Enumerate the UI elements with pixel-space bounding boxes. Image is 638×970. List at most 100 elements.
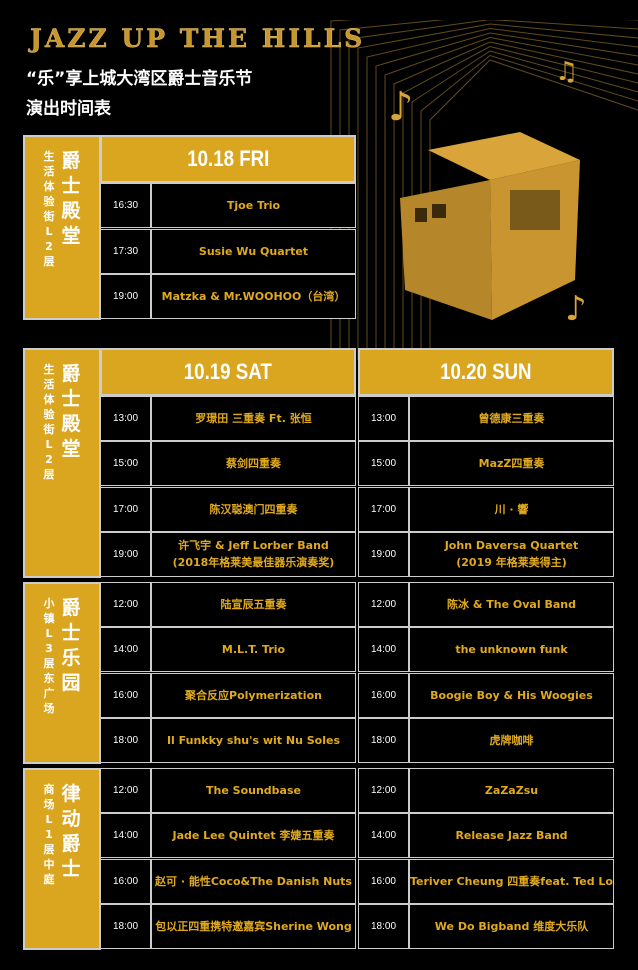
- time-cell: 15:00: [359, 442, 410, 486]
- act-name: ZaZaZsu: [484, 784, 539, 797]
- schedule-row: 18:00 We Do Bigband 维度大乐队: [358, 903, 614, 949]
- schedule-row: 18:00 包以正四重携特邀嘉宾Sherine Wong: [100, 903, 356, 949]
- festival-title: JAZZ UP THE HILLS: [30, 24, 366, 54]
- time-cell: 19:00: [101, 532, 152, 576]
- act-cell: Matzka & Mr.WOOHOO（台湾）: [152, 275, 355, 318]
- venue-label: 小镇L3层东广场 爵士乐园: [23, 582, 101, 764]
- act-cell: Teriver Cheung 四重奏feat. Ted Lo: [410, 860, 613, 903]
- act-name: The Soundbase: [206, 784, 301, 797]
- act-name: 陆宣辰五重奏: [220, 598, 287, 611]
- act-cell: The Soundbase: [152, 769, 355, 812]
- act-name: 川 · 響: [494, 502, 529, 516]
- schedule-row: 19:00 John Daversa Quartet (2019 年格莱美得主): [358, 531, 614, 577]
- time-cell: 18:00: [359, 718, 410, 762]
- act-cell: John Daversa Quartet (2019 年格莱美得主): [410, 533, 613, 576]
- act-name: the unknown funk: [455, 643, 568, 657]
- day-header: 10.18 FRI: [100, 135, 356, 183]
- day-header: 10.19 SAT: [100, 348, 356, 396]
- time-cell: 19:00: [359, 532, 410, 576]
- act-name: We Do Bigband 维度大乐队: [434, 919, 589, 933]
- schedule-row: 16:00 Boogie Boy & His Woogies: [358, 672, 614, 718]
- schedule-row: 16:00 Teriver Cheung 四重奏feat. Ted Lo: [358, 858, 614, 904]
- act-name: 许飞宇 & Jeff Lorber Band: [178, 539, 329, 553]
- act-name: 蔡剑四重奏: [226, 457, 281, 471]
- act-name: MazZ四重奏: [478, 457, 545, 471]
- act-name: 虎牌咖啡: [489, 733, 534, 747]
- act-name: John Daversa Quartet: [444, 539, 579, 553]
- act-cell: 虎牌咖啡: [410, 719, 613, 762]
- venue-location: 小镇L3层东广场: [43, 597, 55, 715]
- schedule-row: 16:00 赵可 · 能性Coco&The Danish Nuts: [100, 858, 356, 904]
- schedule-row: 12:00 The Soundbase: [100, 768, 356, 813]
- act-cell: Jade Lee Quintet 李婕五重奏: [152, 814, 355, 857]
- time-cell: 16:30: [101, 184, 152, 227]
- time-cell: 16:00: [359, 859, 410, 903]
- schedule-row: 12:00 陆宣辰五重奏: [100, 582, 356, 627]
- schedule-row: 12:00 ZaZaZsu: [358, 768, 614, 813]
- act-note: (2018年格莱美最佳器乐演奏奖): [172, 556, 335, 570]
- schedule-row: 13:00 罗璟田 三重奏 Ft. 张恒: [100, 396, 356, 441]
- cube-top: [428, 132, 580, 180]
- venue-label: 生活体验街L2层 爵士殿堂: [23, 348, 101, 578]
- act-cell: M.L.T. Trio: [152, 628, 355, 671]
- act-name: Release Jazz Band: [455, 829, 568, 843]
- act-cell: 罗璟田 三重奏 Ft. 张恒: [152, 397, 355, 440]
- act-cell: 陆宣辰五重奏: [152, 583, 355, 626]
- gold-cube-decoration: ♪ ♫ ♪: [330, 20, 638, 360]
- time-cell: 18:00: [359, 904, 410, 948]
- act-cell: the unknown funk: [410, 628, 613, 671]
- time-cell: 14:00: [359, 628, 410, 672]
- act-name: Matzka & Mr.WOOHOO（台湾）: [161, 290, 346, 303]
- act-name: 聚合反应Polymerization: [185, 688, 322, 702]
- time-cell: 14:00: [101, 628, 152, 672]
- schedule-title: 演出时间表: [26, 99, 111, 119]
- venue-location: 生活体验街L2层: [43, 363, 55, 481]
- time-cell: 18:00: [101, 904, 152, 948]
- act-cell: 陈冰 & The Oval Band: [410, 583, 613, 626]
- act-cell: 包以正四重携特邀嘉宾Sherine Wong: [152, 905, 355, 948]
- time-cell: 13:00: [359, 397, 410, 440]
- act-cell: 赵可 · 能性Coco&The Danish Nuts: [152, 860, 355, 903]
- schedule-row: 16:00 聚合反应Polymerization: [100, 672, 356, 718]
- act-cell: ZaZaZsu: [410, 769, 613, 812]
- schedule-row: 14:00 Jade Lee Quintet 李婕五重奏: [100, 813, 356, 859]
- act-name: 赵可 · 能性Coco&The Danish Nuts: [155, 874, 352, 888]
- act-cell: MazZ四重奏: [410, 442, 613, 485]
- day-label: 10.19 SAT: [183, 359, 272, 384]
- act-cell: 蔡剑四重奏: [152, 442, 355, 485]
- act-name: Tjoe Trio: [226, 199, 281, 212]
- venue-label: 商场L1层中庭 律动爵士: [23, 768, 101, 950]
- act-cell: Susie Wu Quartet: [152, 230, 355, 273]
- schedule-row: 16:30 Tjoe Trio: [100, 183, 356, 228]
- venue-location: 生活体验街L2层: [43, 150, 55, 268]
- act-name: 陈冰 & The Oval Band: [447, 598, 576, 611]
- act-name: Il Funkky shu's wit Nu Soles: [166, 733, 341, 747]
- time-cell: 17:00: [359, 487, 410, 531]
- schedule-row: 17:00 川 · 響: [358, 486, 614, 532]
- schedule-row: 18:00 虎牌咖啡: [358, 717, 614, 763]
- act-name: 陈汉聪澳门四重奏: [209, 502, 298, 516]
- schedule-row: 14:00 Release Jazz Band: [358, 813, 614, 859]
- venue-name: 律动爵士: [61, 783, 81, 880]
- time-cell: 17:00: [101, 487, 152, 531]
- act-cell: Tjoe Trio: [152, 184, 355, 227]
- schedule-row: 17:30 Susie Wu Quartet: [100, 228, 356, 274]
- time-cell: 16:00: [101, 673, 152, 717]
- schedule-row: 17:00 陈汉聪澳门四重奏: [100, 486, 356, 532]
- time-cell: 12:00: [101, 769, 152, 812]
- schedule-row: 18:00 Il Funkky shu's wit Nu Soles: [100, 717, 356, 763]
- act-name: Jade Lee Quintet 李婕五重奏: [172, 829, 335, 843]
- time-cell: 15:00: [101, 442, 152, 486]
- venue-name: 爵士殿堂: [61, 363, 81, 460]
- venue-location: 商场L1层中庭: [43, 783, 55, 886]
- music-note-icon: ♪: [565, 289, 587, 329]
- time-cell: 16:00: [359, 673, 410, 717]
- schedule-row: 14:00 M.L.T. Trio: [100, 627, 356, 673]
- schedule-row: 14:00 the unknown funk: [358, 627, 614, 673]
- venue-label: 生活体验街L2层 爵士殿堂: [23, 135, 101, 320]
- music-note-icon: ♪: [388, 84, 414, 130]
- act-cell: We Do Bigband 维度大乐队: [410, 905, 613, 948]
- act-name: Teriver Cheung 四重奏feat. Ted Lo: [409, 874, 613, 888]
- act-cell: 陈汉聪澳门四重奏: [152, 488, 355, 531]
- act-cell: Release Jazz Band: [410, 814, 613, 857]
